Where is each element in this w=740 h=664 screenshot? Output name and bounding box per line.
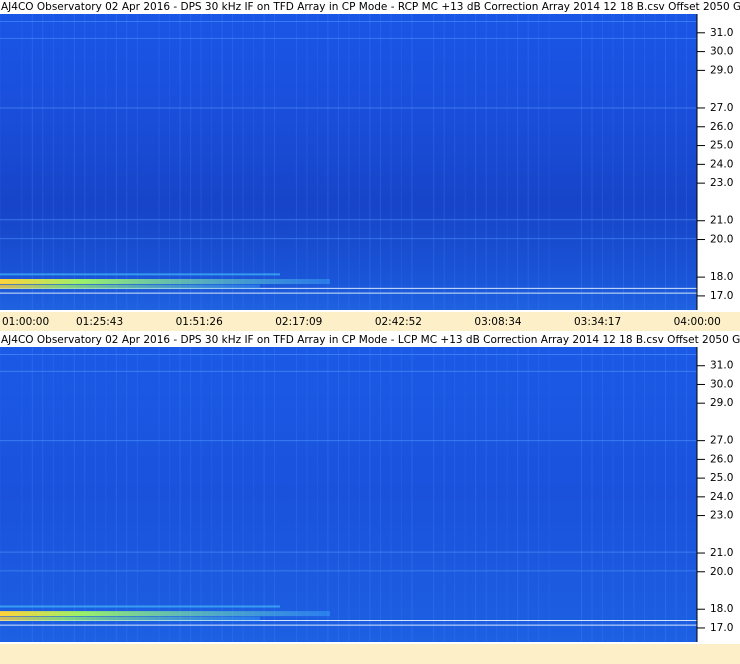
y-tick-label: 21.0 [710, 547, 733, 559]
y-tick-label: 26.0 [710, 121, 733, 133]
y-tick-label: 24.0 [710, 158, 733, 170]
y-tick-label: 21.0 [710, 215, 733, 227]
x-tick-label: 02:42:52 [375, 316, 422, 328]
burst [0, 278, 330, 284]
burst [0, 616, 260, 621]
y-tick-label: 31.0 [710, 27, 733, 39]
burst [0, 605, 280, 608]
y-tick-label: 30.0 [710, 46, 733, 58]
y-tick-label: 23.0 [710, 510, 733, 522]
y-tick-label: 27.0 [710, 102, 733, 114]
spectrogram-image [0, 14, 697, 310]
y-tick-label: 18.0 [710, 271, 733, 283]
y-tick-label: 18.0 [710, 603, 733, 615]
time-axis-strip [0, 312, 740, 331]
y-tick-label: 29.0 [710, 397, 733, 409]
panel-title: AJ4CO Observatory 02 Apr 2016 - DPS 30 k… [1, 1, 740, 13]
y-tick-label: 29.0 [710, 64, 733, 76]
y-tick-label: 20.0 [710, 234, 733, 246]
y-tick-label: 26.0 [710, 453, 733, 465]
spectrogram-image [0, 347, 697, 642]
x-tick-label: 03:08:34 [474, 316, 521, 328]
y-tick-label: 31.0 [710, 360, 733, 372]
y-tick-label: 27.0 [710, 435, 733, 447]
axis-panel [697, 347, 740, 642]
y-tick-label: 25.0 [710, 140, 733, 152]
y-tick-label: 20.0 [710, 566, 733, 578]
y-tick-label: 30.0 [710, 378, 733, 390]
x-tick-label: 01:00:00 [2, 316, 49, 328]
y-tick-label: 25.0 [710, 472, 733, 484]
y-tick-label: 23.0 [710, 177, 733, 189]
burst [0, 611, 330, 617]
axis-panel [697, 14, 740, 310]
y-tick-label: 17.0 [710, 290, 733, 302]
panels: AJ4CO Observatory 02 Apr 2016 - DPS 30 k… [0, 1, 740, 642]
x-tick-label: 04:00:00 [674, 316, 721, 328]
burst [0, 273, 280, 276]
x-tick-label: 01:51:26 [176, 316, 223, 328]
status-strip [0, 644, 740, 664]
y-tick-label: 17.0 [710, 622, 733, 634]
y-tick-label: 24.0 [710, 491, 733, 503]
x-tick-label: 02:17:09 [275, 316, 322, 328]
burst [0, 284, 260, 289]
panel-title: AJ4CO Observatory 02 Apr 2016 - DPS 30 k… [1, 334, 740, 346]
x-tick-label: 03:34:17 [574, 316, 621, 328]
x-tick-label: 01:25:43 [76, 316, 123, 328]
